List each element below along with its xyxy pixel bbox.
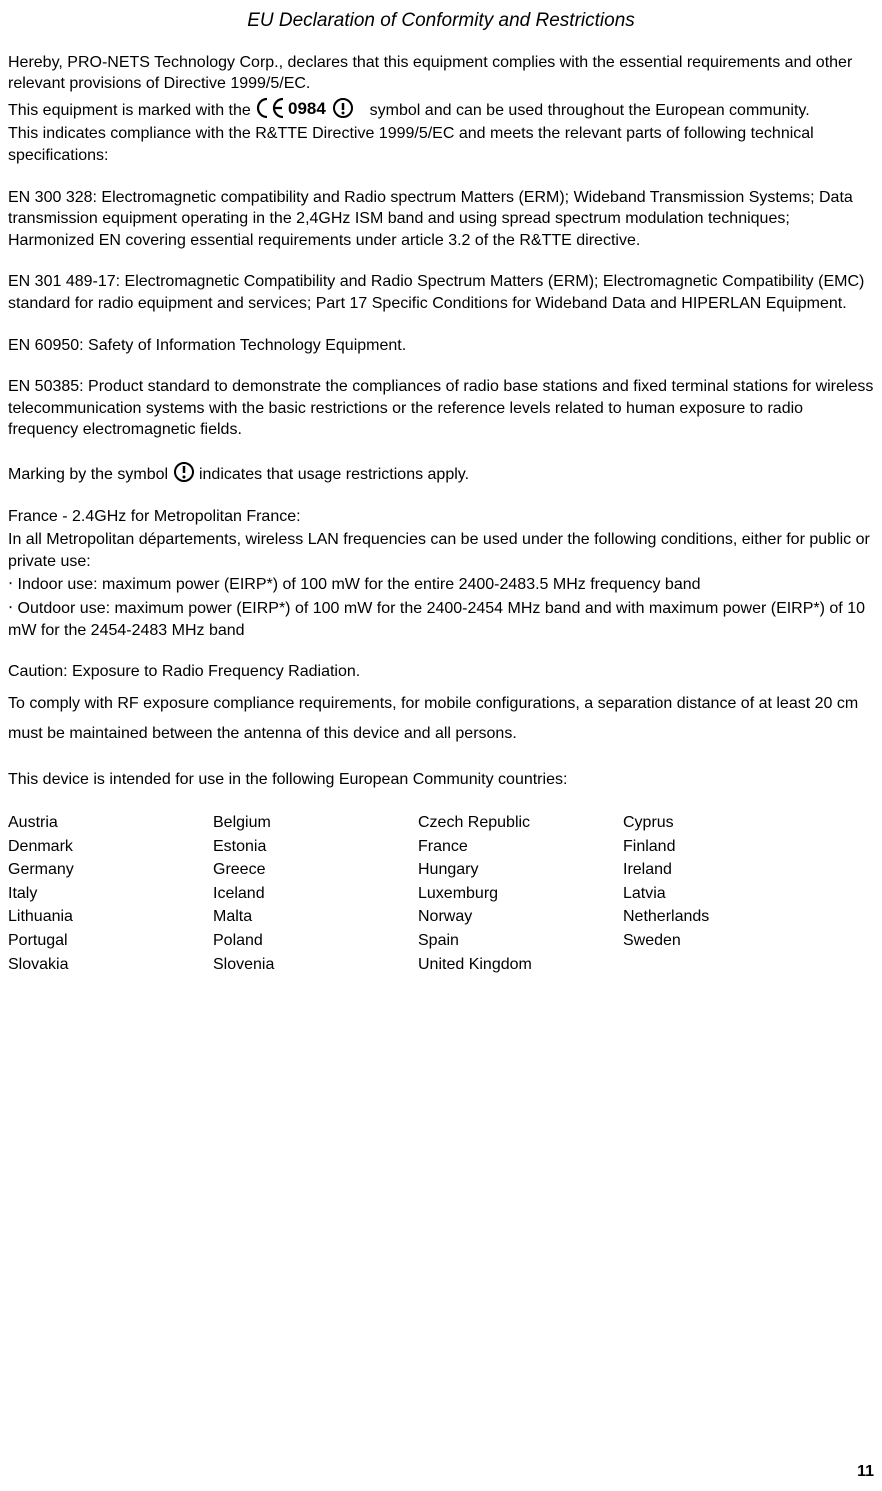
table-row: DenmarkEstoniaFranceFinland xyxy=(8,835,828,859)
country-cell: Germany xyxy=(8,858,213,882)
paragraph-en300328: EN 300 328: Electromagnetic compatibilit… xyxy=(8,187,874,252)
country-cell: Belgium xyxy=(213,811,418,835)
ce-mark-icon: 0984 xyxy=(255,102,369,119)
country-cell: Hungary xyxy=(418,858,623,882)
bullet-outdoor: ‧ Outdoor use: maximum power (EIRP*) of … xyxy=(8,598,874,641)
paragraph-intro: Hereby, PRO-NETS Technology Corp., decla… xyxy=(8,52,874,95)
paragraph-en301489: EN 301 489-17: Electromagnetic Compatibi… xyxy=(8,271,874,314)
table-row: GermanyGreeceHungaryIreland xyxy=(8,858,828,882)
country-cell: Norway xyxy=(418,905,623,929)
country-cell: Cyprus xyxy=(623,811,828,835)
table-row: PortugalPolandSpainSweden xyxy=(8,929,828,953)
country-cell: Portugal xyxy=(8,929,213,953)
table-row: AustriaBelgiumCzech RepublicCyprus xyxy=(8,811,828,835)
country-cell: Denmark xyxy=(8,835,213,859)
bullet-indoor: ‧ Indoor use: maximum power (EIRP*) of 1… xyxy=(8,574,874,596)
country-cell: Sweden xyxy=(623,929,828,953)
country-cell: France xyxy=(418,835,623,859)
table-row: LithuaniaMaltaNorwayNetherlands xyxy=(8,905,828,929)
page-number: 11 xyxy=(857,1461,874,1483)
country-cell: United Kingdom xyxy=(418,953,623,977)
ce-number: 0984 xyxy=(288,99,326,118)
text-before-ce: This equipment is marked with the xyxy=(8,102,255,119)
text-before-alert: Marking by the symbol xyxy=(8,466,173,483)
country-cell: Slovakia xyxy=(8,953,213,977)
country-cell: Czech Republic xyxy=(418,811,623,835)
paragraph-compliance: This indicates compliance with the R&TTE… xyxy=(8,123,874,166)
countries-table: AustriaBelgiumCzech RepublicCyprusDenmar… xyxy=(8,811,828,976)
country-cell xyxy=(623,953,828,977)
table-row: SlovakiaSloveniaUnited Kingdom xyxy=(8,953,828,977)
paragraph-france-intro: In all Metropolitan départements, wirele… xyxy=(8,529,874,572)
paragraph-ce-marking: This equipment is marked with the 0984 s… xyxy=(8,97,874,122)
country-cell: Poland xyxy=(213,929,418,953)
country-cell: Finland xyxy=(623,835,828,859)
country-cell: Lithuania xyxy=(8,905,213,929)
country-cell: Greece xyxy=(213,858,418,882)
alert-icon xyxy=(173,466,199,483)
country-cell: Netherlands xyxy=(623,905,828,929)
country-cell: Estonia xyxy=(213,835,418,859)
paragraph-rf-exposure: To comply with RF exposure compliance re… xyxy=(8,689,874,750)
text-after-ce: symbol and can be used throughout the Eu… xyxy=(370,102,810,119)
country-cell: Austria xyxy=(8,811,213,835)
country-cell: Ireland xyxy=(623,858,828,882)
paragraph-en60950: EN 60950: Safety of Information Technolo… xyxy=(8,335,874,357)
paragraph-france-header: France - 2.4GHz for Metropolitan France: xyxy=(8,506,874,528)
paragraph-en50385: EN 50385: Product standard to demonstrat… xyxy=(8,376,874,441)
country-cell: Latvia xyxy=(623,882,828,906)
document-title: EU Declaration of Conformity and Restric… xyxy=(8,8,874,34)
table-row: ItalyIcelandLuxemburgLatvia xyxy=(8,882,828,906)
country-cell: Malta xyxy=(213,905,418,929)
country-cell: Luxemburg xyxy=(418,882,623,906)
paragraph-caution: Caution: Exposure to Radio Frequency Rad… xyxy=(8,661,874,683)
country-cell: Italy xyxy=(8,882,213,906)
paragraph-countries-intro: This device is intended for use in the f… xyxy=(8,769,874,791)
country-cell: Slovenia xyxy=(213,953,418,977)
country-cell: Spain xyxy=(418,929,623,953)
text-after-alert: indicates that usage restrictions apply. xyxy=(199,466,469,483)
paragraph-marking-symbol: Marking by the symbol indicates that usa… xyxy=(8,461,874,486)
country-cell: Iceland xyxy=(213,882,418,906)
